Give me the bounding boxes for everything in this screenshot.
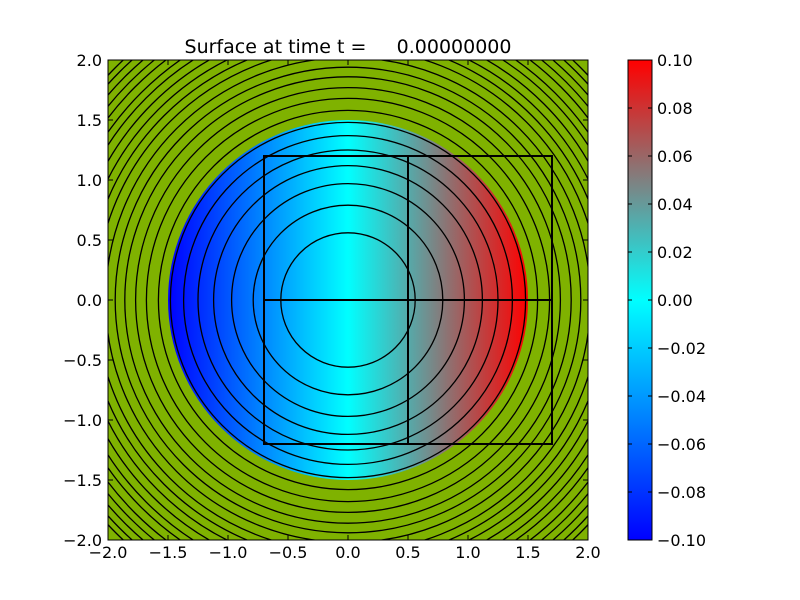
- x-tick-label: −0.5: [269, 543, 308, 562]
- colorbar-tick-label: −0.08: [657, 483, 706, 502]
- contour-circle: [114, 66, 582, 534]
- grid-box: [407, 155, 553, 301]
- grid-boxes: [263, 155, 553, 445]
- x-tick-label: 2.0: [575, 543, 600, 562]
- x-tick-label: 0.0: [335, 543, 360, 562]
- y-tick-label: 0.0: [77, 291, 102, 310]
- y-tick-label: −1.5: [63, 471, 102, 490]
- colorbar-tick-label: 0.04: [657, 195, 693, 214]
- colorbar-tick-label: −0.04: [657, 387, 706, 406]
- contour-circle: [124, 76, 572, 524]
- y-tick-label: −0.5: [63, 351, 102, 370]
- y-tick-label: 1.0: [77, 171, 102, 190]
- y-tick-label: 0.5: [77, 231, 102, 250]
- y-tick-label: 1.5: [77, 111, 102, 130]
- contour-lines: [108, 60, 588, 540]
- x-tick-label: 1.5: [515, 543, 540, 562]
- colorbar-axis: −0.10 −0.08 −0.06 −0.04 −0.02 0.00 0.02 0.04 0.0…: [628, 51, 706, 550]
- colorbar-tick-label: −0.02: [657, 339, 706, 358]
- colorbar-tick-label: 0.00: [657, 291, 693, 310]
- y-axis: −2.0 −1.5 −1.0 −0.5 0.0 0.5 1.0 1.5 2.0: [63, 51, 588, 550]
- y-tick-label: −1.0: [63, 411, 102, 430]
- colorbar-tick-label: 0.06: [657, 147, 693, 166]
- y-tick-label: 2.0: [77, 51, 102, 70]
- x-tick-label: −2.0: [89, 543, 128, 562]
- x-axis: −2.0 −1.5 −1.0 −0.5 0.0 0.5 1.0 1.5 2.0: [89, 60, 601, 562]
- colorbar-tick-label: −0.06: [657, 435, 706, 454]
- chart-title: Surface at time t = 0.00000000: [185, 36, 512, 58]
- colorbar-tick-label: 0.02: [657, 243, 693, 262]
- x-tick-label: 1.0: [455, 543, 480, 562]
- plot-area: [107, 59, 589, 541]
- contour-circle: [134, 86, 562, 514]
- colorbar-tick-label: −0.10: [657, 531, 706, 550]
- colorbar-tick-label: 0.10: [657, 51, 693, 70]
- x-tick-label: −1.5: [149, 543, 188, 562]
- y-tick-label: −2.0: [63, 531, 102, 550]
- colorbar: −0.10 −0.08 −0.06 −0.04 −0.02 0.00 0.02 0.04 0.0…: [627, 51, 706, 550]
- x-tick-label: −1.0: [209, 543, 248, 562]
- x-tick-label: 0.5: [395, 543, 420, 562]
- colorbar-tick-label: 0.08: [657, 99, 693, 118]
